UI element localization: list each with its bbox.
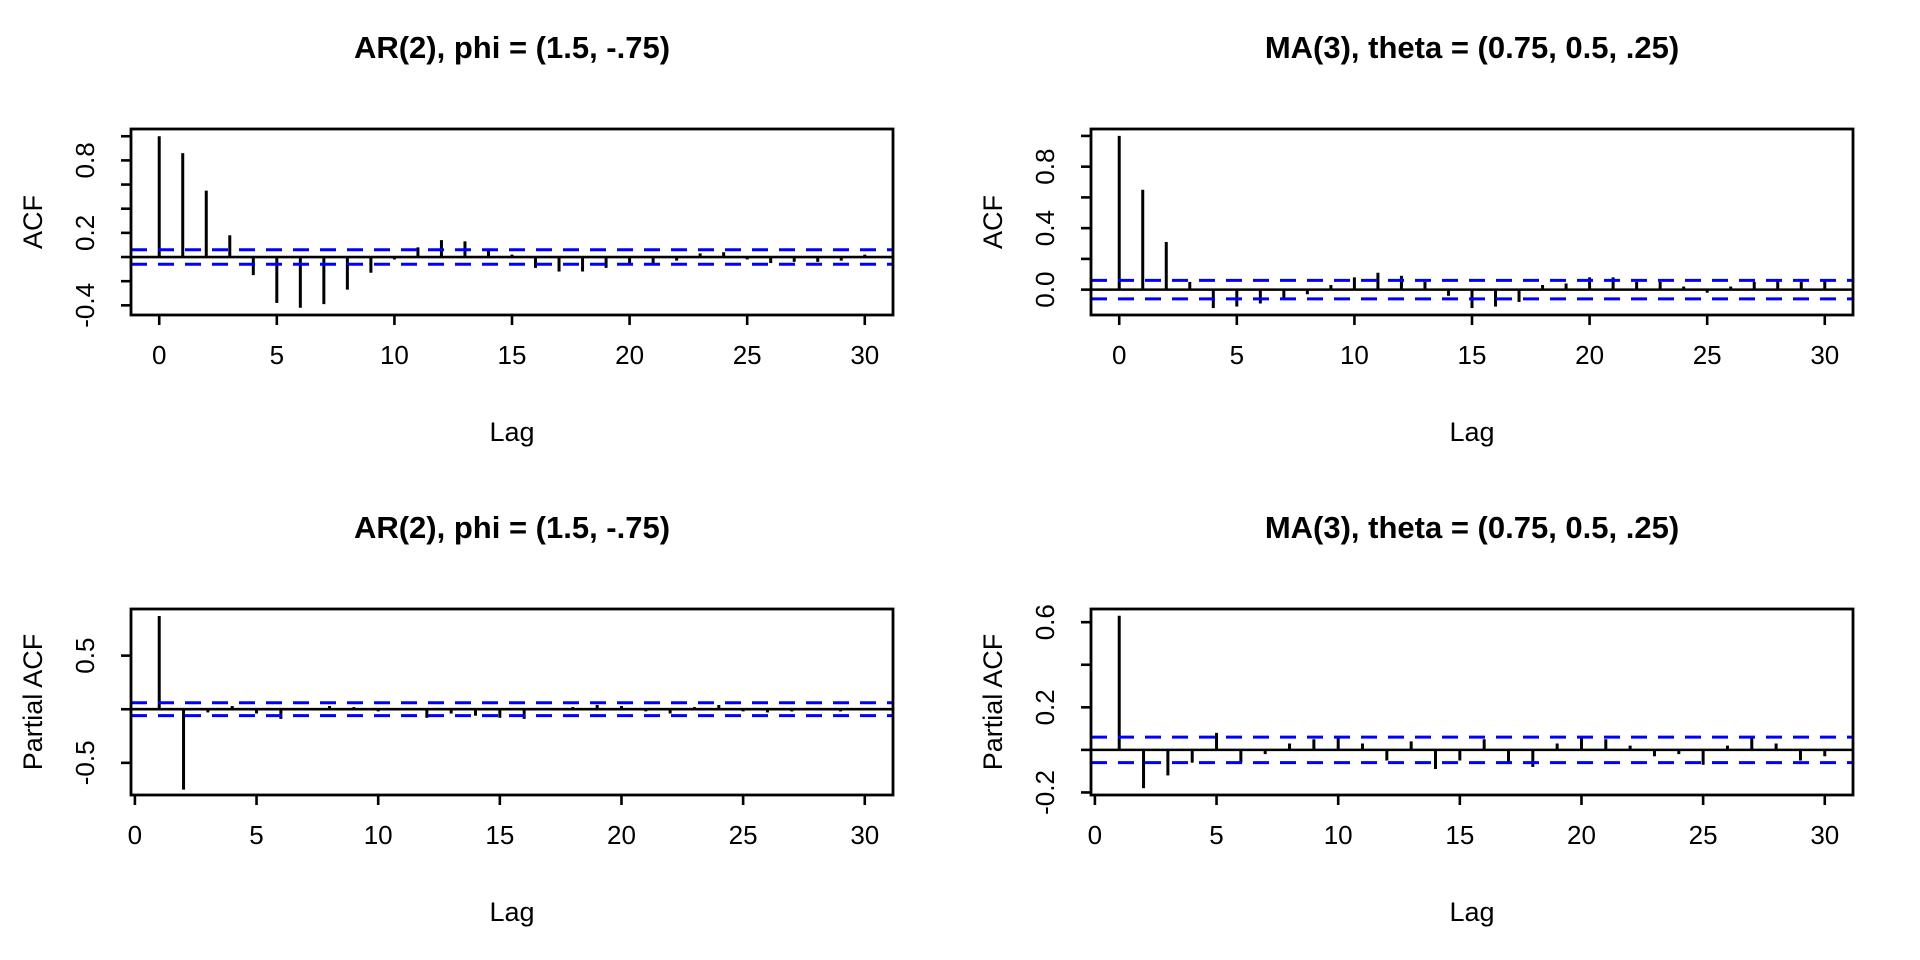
x-tick-label: 20 [607, 820, 636, 850]
y-axis-label: ACF [18, 195, 48, 249]
x-tick-label: 25 [733, 340, 762, 370]
plot-box [129, 607, 895, 797]
plot-box [1089, 127, 1855, 317]
panel-title: AR(2), phi = (1.5, -.75) [354, 30, 670, 65]
plot-box [129, 127, 895, 317]
x-tick-label: 15 [485, 820, 514, 850]
x-axis-label: Lag [489, 417, 534, 447]
x-tick-label: 30 [850, 340, 879, 370]
x-tick-label: 15 [1445, 820, 1474, 850]
x-tick-label: 0 [128, 820, 142, 850]
y-tick-label: 0.2 [1030, 689, 1060, 725]
x-tick-label: 15 [1458, 340, 1487, 370]
pacf-ma3-svg: 0 5 10 15 20 25 30 -0.2 0.2 0.6 MA(3), theta = (0.… [978, 510, 1855, 927]
x-tick-label: 5 [1209, 820, 1223, 850]
x-tick-label: 10 [364, 820, 393, 850]
y-axis-label: Partial ACF [18, 634, 48, 771]
x-tick-label: 5 [270, 340, 284, 370]
panel-pacf-ma3: 0 5 10 15 20 25 30 -0.2 0.2 0.6 MA(3), theta = (0.… [960, 480, 1920, 960]
x-tick-label: 20 [1567, 820, 1596, 850]
x-tick-label: 20 [615, 340, 644, 370]
panel-title: MA(3), theta = (0.75, 0.5, .25) [1265, 30, 1679, 65]
x-tick-label: 5 [249, 820, 263, 850]
x-axis-label: Lag [489, 897, 534, 927]
plot-box [1089, 607, 1855, 797]
acf-ma3-svg: 0 5 10 15 20 25 30 0.0 0.4 0.8 MA(3), theta = (0.7… [978, 30, 1855, 447]
y-axis-label: ACF [978, 195, 1008, 249]
x-tick-label: 25 [729, 820, 758, 850]
x-tick-label: 30 [1810, 340, 1839, 370]
x-axis-label: Lag [1449, 417, 1494, 447]
y-axis-label: Partial ACF [978, 634, 1008, 771]
panel-pacf-ar2: 0 5 10 15 20 25 30 -0.5 0.5 AR(2), phi = (1.5, -.… [0, 480, 960, 960]
y-tick-label: 0.6 [1030, 604, 1060, 640]
x-tick-label: 10 [1340, 340, 1369, 370]
pacf-ar2-svg: 0 5 10 15 20 25 30 -0.5 0.5 AR(2), phi = (1.5, -.… [18, 510, 895, 927]
y-tick-label: 0.8 [1030, 149, 1060, 185]
panel-title: AR(2), phi = (1.5, -.75) [354, 510, 670, 545]
panel-title: MA(3), theta = (0.75, 0.5, .25) [1265, 510, 1679, 545]
x-tick-label: 15 [498, 340, 527, 370]
acf-ar2-svg: 0 5 10 15 20 25 30 -0.4 0.2 0.8 AR(2), phi = (1.5,… [18, 30, 895, 447]
y-tick-label: 0.2 [70, 215, 100, 251]
y-tick-label: 0.0 [1030, 272, 1060, 308]
x-tick-label: 30 [1810, 820, 1839, 850]
x-tick-label: 0 [152, 340, 166, 370]
x-tick-label: 0 [1088, 820, 1102, 850]
x-tick-label: 0 [1112, 340, 1126, 370]
x-tick-label: 10 [1324, 820, 1353, 850]
x-tick-label: 25 [1689, 820, 1718, 850]
panel-acf-ar2: 0 5 10 15 20 25 30 -0.4 0.2 0.8 AR(2), phi = (1.5,… [0, 0, 960, 480]
x-tick-label: 10 [380, 340, 409, 370]
y-tick-label: -0.4 [70, 283, 100, 328]
y-tick-label: 0.8 [70, 142, 100, 178]
x-axis-label: Lag [1449, 897, 1494, 927]
y-tick-label: -0.5 [70, 740, 100, 785]
x-tick-label: 25 [1693, 340, 1722, 370]
panel-acf-ma3: 0 5 10 15 20 25 30 0.0 0.4 0.8 MA(3), theta = (0.7… [960, 0, 1920, 480]
x-tick-label: 30 [850, 820, 879, 850]
y-tick-label: -0.2 [1030, 770, 1060, 815]
y-tick-label: 0.4 [1030, 210, 1060, 246]
y-tick-label: 0.5 [70, 638, 100, 674]
x-tick-label: 5 [1230, 340, 1244, 370]
x-tick-label: 20 [1575, 340, 1604, 370]
